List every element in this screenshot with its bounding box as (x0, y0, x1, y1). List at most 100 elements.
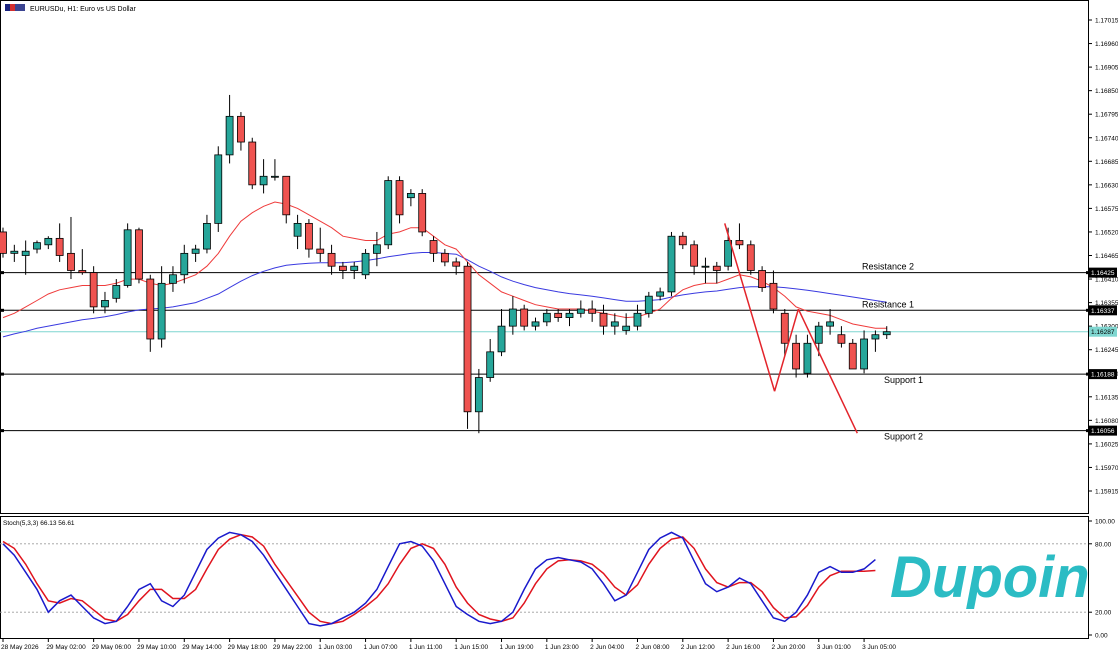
candle (123, 223, 132, 288)
price-tag-label: 1.16287 (1091, 329, 1115, 336)
candle-body (78, 270, 87, 274)
candle (542, 309, 551, 327)
candle-body (588, 308, 597, 314)
candle-body (497, 325, 506, 353)
price-tag (1089, 326, 1117, 337)
candle (633, 304, 642, 331)
candle-body (463, 265, 472, 413)
candle-body (0, 231, 7, 254)
candle (531, 317, 540, 331)
candle (89, 266, 98, 314)
candle-body (338, 265, 347, 271)
price-axis-label: 1.16465 (1095, 253, 1118, 260)
price-axis-label: 1.16025 (1095, 441, 1118, 448)
candle (792, 334, 800, 378)
price-axis-label: 1.16410 (1095, 277, 1118, 284)
candle-body (792, 342, 800, 370)
level-name-label: Resistance 1 (862, 299, 914, 309)
candle (44, 236, 53, 250)
candle (780, 309, 789, 357)
candle-body (508, 308, 517, 327)
candle-body (10, 250, 19, 254)
candle-body (848, 342, 857, 370)
symbol-label: EURUSDu, H1: Euro vs US Dollar (30, 6, 136, 13)
candle (361, 249, 370, 280)
candle-body (576, 308, 585, 314)
time-axis-label: 1 Jun 03:00 (318, 644, 352, 650)
time-axis-label: 2 Jun 04:00 (590, 644, 624, 650)
stoch-axis-label: 80.00 (1095, 541, 1112, 548)
candle-body (429, 240, 438, 254)
candle-body (146, 278, 155, 340)
time-axis-label: 29 May 14:00 (182, 644, 222, 650)
candle (599, 304, 608, 335)
candle-body (667, 235, 676, 293)
candle-body (384, 180, 393, 246)
candle (452, 257, 461, 275)
candle (248, 137, 257, 190)
time-axis-label: 28 May 2026 (1, 644, 39, 650)
level-name-label: Support 1 (884, 375, 923, 385)
candle-body (33, 242, 41, 250)
price-tag-label: 1.16337 (1091, 308, 1115, 315)
price-axis-label: 1.16520 (1095, 229, 1118, 236)
candle (112, 279, 121, 303)
candle (191, 244, 200, 262)
candle-body (44, 237, 53, 246)
price-axis-label: 1.16685 (1095, 159, 1118, 166)
stoch-main-line (2, 531, 876, 627)
candle (33, 240, 41, 254)
stoch-axis-label: 100.00 (1095, 519, 1115, 526)
candle (237, 112, 245, 151)
candle-body (191, 248, 200, 254)
candle-body (452, 261, 461, 267)
candle (656, 287, 665, 301)
level-anchor (1, 308, 4, 312)
level-anchor (1086, 372, 1089, 376)
candle (803, 334, 812, 378)
price-tag-label: 1.16056 (1091, 428, 1115, 435)
price-axis-label: 1.16135 (1095, 394, 1118, 401)
candle (372, 231, 381, 267)
stoch-axis-label: 0.00 (1095, 633, 1108, 640)
candle-body (203, 222, 211, 250)
candle (735, 223, 744, 250)
candle-body (701, 265, 710, 268)
time-axis-label: 1 Jun 11:00 (409, 644, 443, 650)
candle-body (67, 252, 75, 271)
trend-line (773, 308, 800, 392)
time-axis-label: 29 May 02:00 (46, 644, 86, 650)
candle-body (123, 229, 132, 286)
level-anchor (1086, 429, 1089, 433)
candle (871, 330, 880, 352)
candle-body (837, 334, 846, 344)
candle (746, 240, 755, 275)
candle (203, 214, 211, 254)
price-axis-label: 1.15915 (1095, 489, 1118, 496)
candle-body (237, 115, 245, 143)
candle-body (169, 274, 177, 284)
candle (146, 274, 155, 352)
candle (486, 338, 495, 382)
candle (429, 236, 438, 262)
candle-body (316, 248, 325, 254)
candle-body (101, 300, 109, 308)
level-name-label: Support 2 (884, 432, 923, 442)
level-name-label: Resistance 2 (862, 262, 914, 272)
candle-body (610, 321, 619, 327)
candle-body (418, 193, 427, 233)
candle-body (531, 321, 540, 327)
candle (837, 326, 846, 348)
candle-body (406, 193, 415, 199)
candle-body (55, 237, 64, 256)
candle (848, 338, 857, 370)
candle (701, 257, 710, 284)
candle-body (860, 338, 868, 370)
candle-body (305, 222, 313, 250)
candle (55, 223, 64, 262)
candle (384, 176, 393, 250)
candle (440, 249, 449, 267)
price-tag (1089, 369, 1117, 380)
time-axis-label: 2 Jun 08:00 (635, 644, 669, 650)
